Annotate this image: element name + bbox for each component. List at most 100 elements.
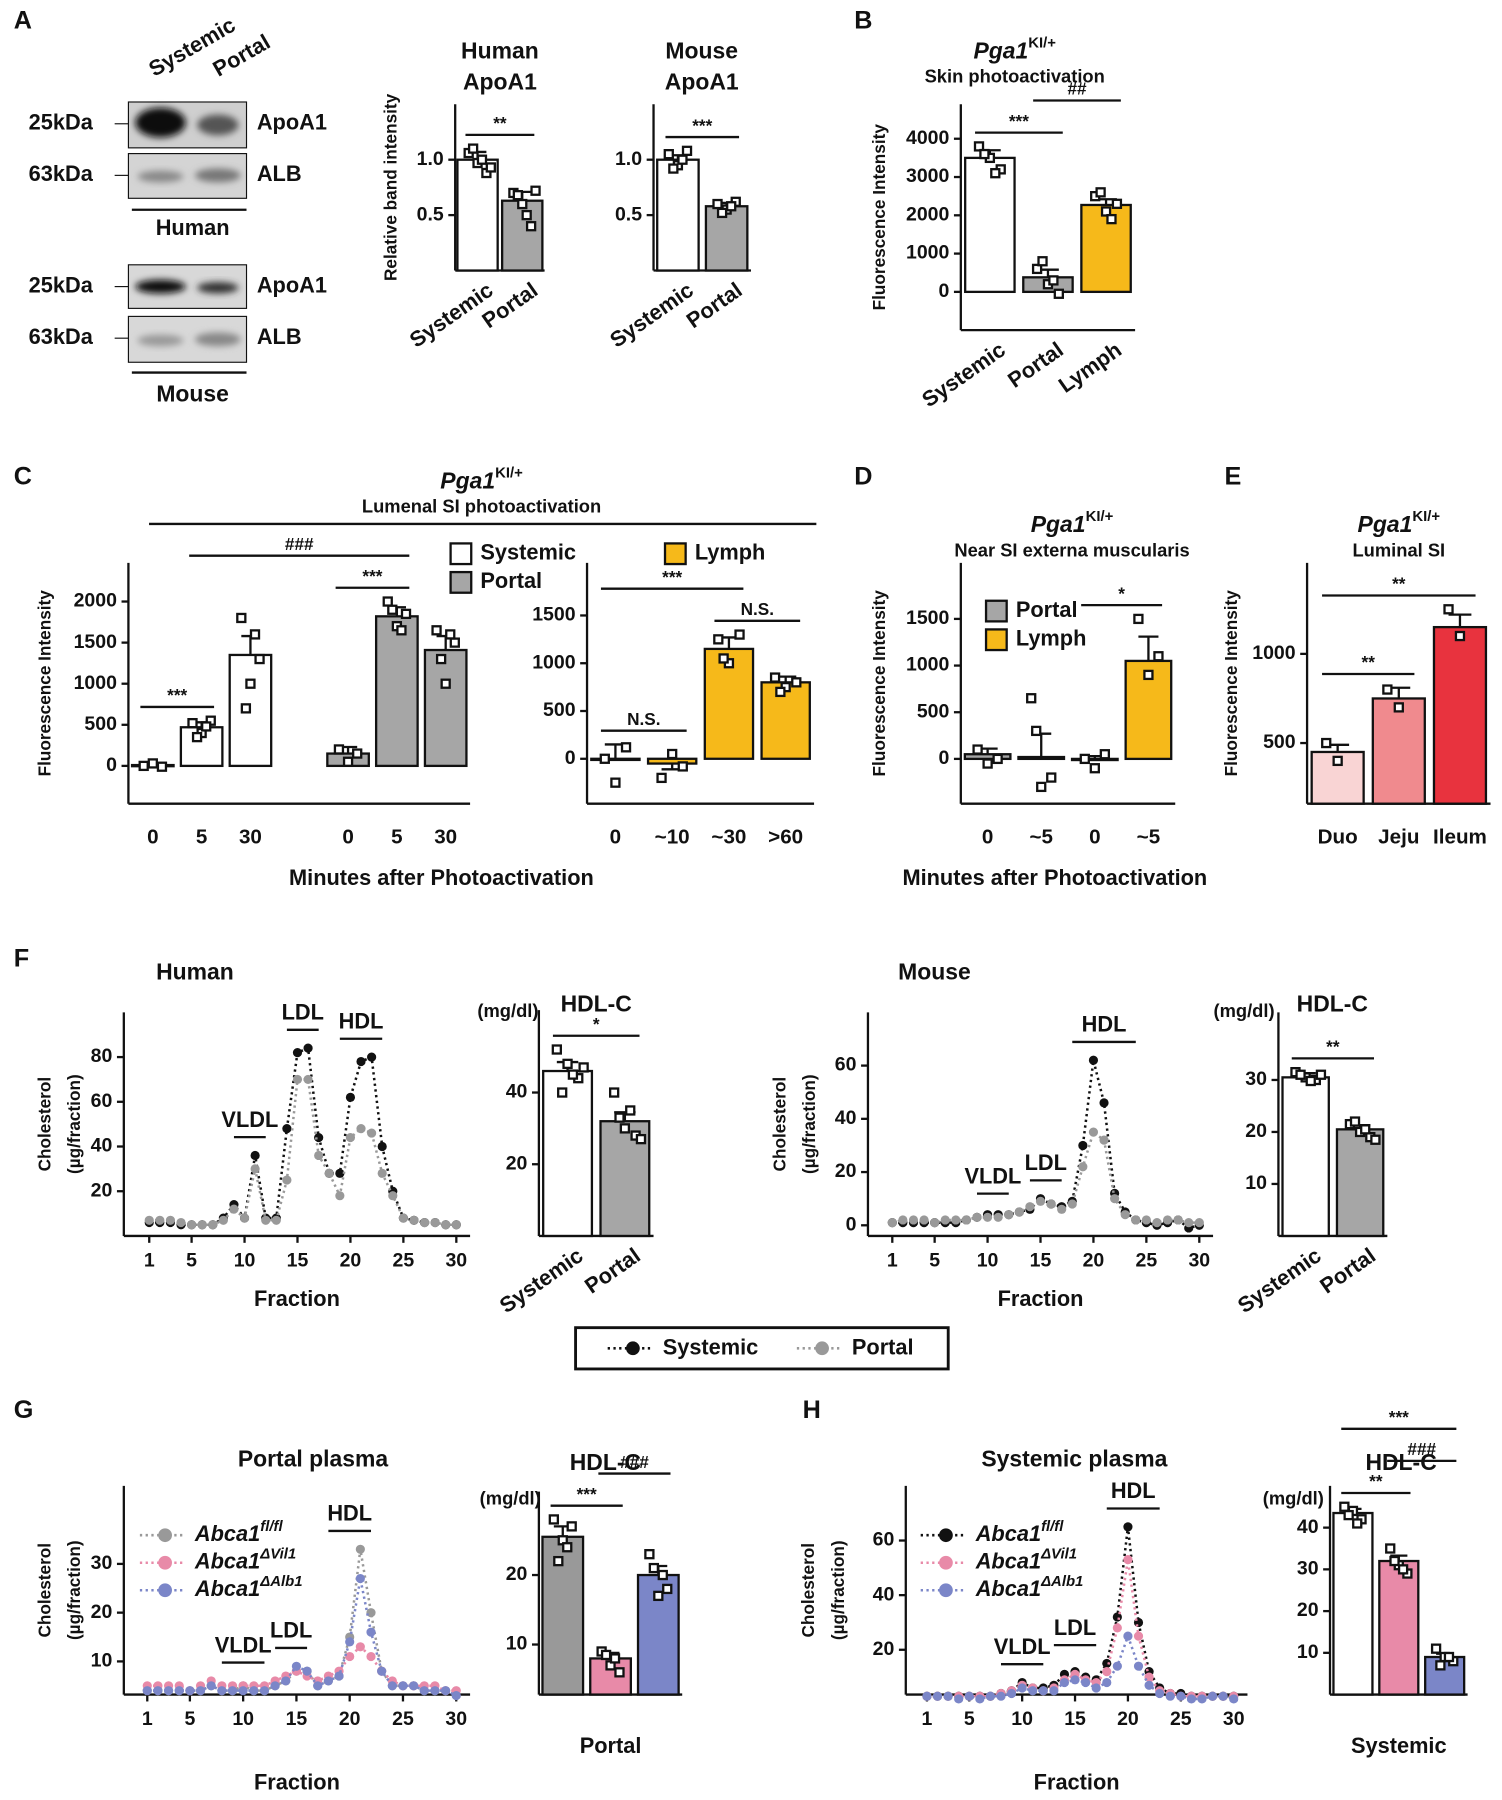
bar: [656, 158, 700, 272]
significance-label: **: [493, 113, 507, 133]
legend-box: [574, 1326, 950, 1371]
series-point: [993, 1212, 1003, 1222]
data-point: [1443, 1651, 1455, 1663]
series-point: [441, 1686, 451, 1696]
x-tick-label: ~10: [655, 826, 690, 849]
y-tick-label: 30: [1297, 1558, 1319, 1580]
series-point: [1152, 1218, 1162, 1228]
legend-swatch: [663, 542, 687, 566]
legend-label: Abca1ΔVil1: [194, 1547, 296, 1574]
y-tick-label: 40: [835, 1107, 857, 1129]
bar: [1070, 757, 1119, 762]
data-point: [1099, 749, 1111, 760]
series-point: [1038, 1686, 1048, 1696]
annotation-label: VLDL: [221, 1107, 278, 1132]
data-point: [635, 1133, 647, 1145]
series-point: [367, 1052, 377, 1062]
series-point: [163, 1686, 174, 1696]
data-point: [147, 758, 158, 769]
x-axis-label: Minutes after Photoactivation: [289, 865, 594, 890]
legend-superscript: ΔAlb1: [259, 1574, 302, 1590]
legend-label: Abca1fl/fl: [194, 1519, 284, 1546]
series-point: [282, 1124, 292, 1134]
data-point: [1397, 1564, 1409, 1575]
series-line: [149, 1046, 457, 1227]
data-point: [1305, 1075, 1316, 1087]
series-point: [898, 1215, 908, 1225]
x-tick-label: 30: [445, 1708, 467, 1730]
title-superscript: KI/+: [495, 465, 523, 481]
x-tick-label: 30: [445, 1249, 467, 1271]
series-point: [1088, 1127, 1099, 1137]
x-tick-label: 1: [887, 1249, 898, 1271]
series-point: [366, 1627, 376, 1637]
series-point: [1162, 1215, 1173, 1225]
series-point: [227, 1686, 238, 1696]
significance-label: ***: [167, 685, 187, 705]
y-tick-label: 3000: [906, 165, 950, 187]
series-point: [366, 1608, 376, 1618]
legend-label: Portal: [852, 1334, 914, 1359]
series-point: [261, 1215, 271, 1225]
legend-superscript: ΔVil1: [1040, 1547, 1077, 1563]
y-tick-label: 1.0: [417, 148, 444, 170]
y-tick-label: 10: [1245, 1172, 1267, 1194]
legend-label: Lymph: [695, 539, 766, 564]
series-point: [323, 1676, 333, 1686]
data-point: [562, 1058, 573, 1070]
group-label: Mouse: [156, 381, 229, 407]
chart-title: ApoA1: [463, 69, 537, 95]
y-tick-label: 1500: [74, 631, 118, 653]
chart-title: Mouse: [665, 38, 738, 64]
series-point: [239, 1213, 250, 1223]
series-point: [355, 1573, 365, 1584]
chart-subtitle: Lumenal SI photoactivation: [362, 496, 601, 517]
y-axis-label: Fluorescence Intensity: [869, 124, 889, 311]
size-label: 25kDa: [29, 110, 94, 135]
bar: [1432, 625, 1488, 805]
data-point: [1095, 187, 1106, 198]
series-point: [1133, 1631, 1144, 1641]
chart-subtitle: Skin photoactivation: [925, 66, 1105, 87]
data-point: [644, 1549, 655, 1560]
data-point: [512, 190, 523, 201]
data-point: [982, 758, 993, 769]
data-point: [1111, 198, 1123, 209]
y-tick-label: 20: [91, 1601, 113, 1623]
series-point: [887, 1218, 897, 1228]
data-point: [1079, 753, 1090, 765]
series-point: [1155, 1688, 1165, 1699]
x-tick-label: 20: [1117, 1708, 1139, 1730]
y-tick-label: 1.0: [615, 148, 642, 170]
y-tick-label: 500: [84, 713, 117, 735]
series-line: [149, 1078, 457, 1227]
band: [197, 282, 239, 294]
title-text: HDL-C: [1365, 1449, 1436, 1475]
data-point: [449, 637, 460, 648]
series-point: [291, 1661, 302, 1671]
legend-superscript: fl/fl: [260, 1519, 283, 1535]
data-point: [1046, 772, 1057, 783]
x-tick-label: 5: [391, 826, 402, 849]
x-tick-label: 5: [964, 1708, 975, 1730]
chart-subtitle: Near SI externa muscularis: [954, 539, 1189, 560]
y-axis-label: Cholesterol: [769, 1077, 789, 1172]
y-tick-label: 10: [506, 1633, 528, 1655]
y-unit: (mg/dl): [1263, 1487, 1324, 1508]
data-point: [396, 625, 407, 636]
series-point: [419, 1686, 429, 1696]
y-tick-label: 0: [846, 1213, 857, 1235]
chart-subtitle: Luminal SI: [1352, 539, 1445, 560]
data-point: [236, 612, 247, 624]
x-tick-label: Lymph: [1054, 337, 1126, 398]
data-point: [609, 1653, 621, 1664]
data-point: [382, 596, 393, 607]
series-point: [430, 1217, 440, 1228]
series-point: [975, 1694, 985, 1704]
legend-marker: [626, 1341, 640, 1356]
bar: [542, 1069, 594, 1238]
data-point: [608, 1087, 620, 1098]
x-tick-label: Systemic: [1233, 1243, 1326, 1318]
y-tick-label: 500: [917, 700, 950, 722]
